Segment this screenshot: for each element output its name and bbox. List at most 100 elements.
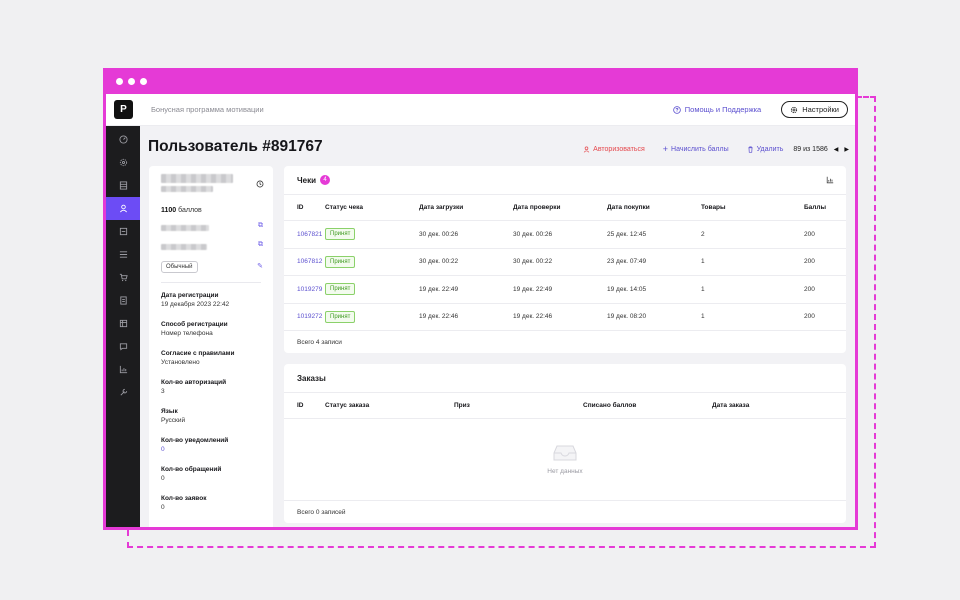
- notifications-count-link[interactable]: 0: [161, 446, 165, 453]
- sidebar-item-users[interactable]: [106, 197, 140, 220]
- table-cell: 200: [804, 275, 846, 304]
- field-label: Кол-во уведомлений: [161, 437, 229, 444]
- page-actions: Авторизоваться + Начислить баллы Удалить…: [565, 144, 849, 154]
- copy-icon[interactable]: ⧉: [258, 241, 263, 248]
- status-cell: Принят: [325, 275, 419, 304]
- chat-icon: [119, 343, 127, 351]
- column-header[interactable]: Дата покупки: [607, 194, 701, 221]
- list-icon: [119, 251, 127, 258]
- sidebar-item-database[interactable]: [106, 174, 140, 197]
- table-cell: 19 дек. 08:20: [607, 303, 701, 331]
- column-header[interactable]: Статус чека: [325, 194, 419, 221]
- user-subtitle-redacted: [161, 186, 213, 192]
- history-icon[interactable]: [256, 180, 264, 188]
- chart-icon: [119, 365, 127, 374]
- settings-button[interactable]: Настройки: [781, 101, 848, 118]
- column-header[interactable]: Списано баллов: [583, 392, 712, 419]
- delete-button[interactable]: Удалить: [747, 145, 784, 153]
- sidebar-item-dashboard[interactable]: [106, 128, 140, 151]
- status-badge: Принят: [325, 255, 356, 268]
- table-row[interactable]: 1067812 Принят 30 дек. 00:22 30 дек. 00:…: [284, 248, 846, 276]
- sidebar-item-stats[interactable]: [106, 358, 140, 381]
- column-header[interactable]: Дата проверки: [513, 194, 607, 221]
- gear-icon: [791, 106, 798, 113]
- trash-icon: [748, 146, 753, 153]
- sidebar-item-cart[interactable]: [106, 266, 140, 289]
- table-cell: 19 дек. 22:46: [419, 303, 513, 331]
- receipt-id-link[interactable]: 1067812: [284, 248, 325, 276]
- edit-icon[interactable]: ✎: [257, 263, 263, 270]
- status-badge: Принят: [325, 228, 356, 241]
- login-as-user-button[interactable]: Авторизоваться: [583, 146, 645, 153]
- decorative-dashed-edge: [127, 530, 129, 548]
- email-redacted: [161, 244, 207, 250]
- copy-icon[interactable]: ⧉: [258, 222, 263, 229]
- next-arrow-icon[interactable]: ▶: [844, 146, 849, 153]
- column-header[interactable]: ID: [284, 194, 325, 221]
- status-cell: Принят: [325, 248, 419, 276]
- table-row[interactable]: 1019279 Принят 19 дек. 22:49 19 дек. 22:…: [284, 275, 846, 304]
- table-row[interactable]: 1067821 Принят 30 дек. 00:26 30 дек. 00:…: [284, 220, 846, 249]
- database-icon: [119, 181, 127, 190]
- table-cell: 19 дек. 22:49: [513, 275, 607, 304]
- top-bar: P Бонусная программа мотивации Помощь и …: [106, 94, 855, 126]
- login-as-user-label: Авторизоваться: [593, 145, 645, 153]
- points-value: 1100: [161, 207, 177, 214]
- column-header[interactable]: Приз: [454, 392, 583, 419]
- empty-text: Нет данных: [547, 468, 583, 475]
- column-header[interactable]: Баллы: [804, 194, 846, 221]
- field-label: Способ регистрации: [161, 321, 228, 328]
- user-profile-card: 1100 баллов ⧉ ⧉ Обычный ✎ Дата регистрац…: [149, 166, 273, 527]
- plus-icon: +: [662, 144, 669, 154]
- sidebar-item-forms[interactable]: [106, 220, 140, 243]
- add-points-button[interactable]: + Начислить баллы: [663, 144, 729, 154]
- table-cell: 30 дек. 00:26: [513, 220, 607, 249]
- app-logo[interactable]: P: [114, 100, 133, 119]
- table-cell: 19 дек. 22:49: [419, 275, 513, 304]
- chart-icon[interactable]: [826, 176, 834, 184]
- orders-table: ID Статус заказа Приз Списано баллов Дат…: [284, 392, 846, 419]
- field-value: Русский: [161, 417, 186, 424]
- sidebar-item-chat[interactable]: [106, 335, 140, 358]
- table-cell: 30 дек. 00:26: [419, 220, 513, 249]
- sidebar-item-table[interactable]: [106, 312, 140, 335]
- profile-fields: Дата регистрации 19 декабря 2023 22:42 С…: [161, 292, 234, 524]
- dashboard-icon: [118, 135, 128, 144]
- field-label: Язык: [161, 408, 178, 415]
- sidebar-item-list[interactable]: [106, 243, 140, 266]
- sidebar-item-receipts[interactable]: [106, 289, 140, 312]
- form-icon: [119, 227, 127, 236]
- main-content: Пользователь #891767 Авторизоваться + На…: [140, 126, 855, 527]
- sidebar-item-settings[interactable]: [106, 151, 140, 174]
- user-icon: [583, 146, 590, 153]
- help-link[interactable]: Помощь и Поддержка: [673, 105, 761, 114]
- delete-label: Удалить: [756, 145, 784, 153]
- column-header[interactable]: Дата загрузки: [419, 194, 513, 221]
- column-header[interactable]: ID: [284, 392, 325, 419]
- column-header[interactable]: Товары: [701, 194, 804, 221]
- user-icon: [119, 204, 127, 213]
- app-root: P Бонусная программа мотивации Помощь и …: [106, 94, 855, 527]
- orders-header: Заказы: [284, 364, 846, 392]
- field-value: Установлено: [161, 359, 200, 366]
- table-cell: 1: [701, 303, 804, 331]
- table-cell: 2: [701, 220, 804, 249]
- table-cell: 19 дек. 22:46: [513, 303, 607, 331]
- column-header[interactable]: Дата заказа: [712, 392, 846, 419]
- table-row[interactable]: 1019272 Принят 19 дек. 22:46 19 дек. 22:…: [284, 303, 846, 331]
- receipt-id-link[interactable]: 1019279: [284, 275, 325, 304]
- field-label: Кол-во заявок: [161, 495, 207, 502]
- column-header[interactable]: Статус заказа: [325, 392, 454, 419]
- window-dot: [140, 77, 147, 85]
- prev-arrow-icon[interactable]: ◀: [833, 146, 839, 153]
- sidebar-item-tools[interactable]: [106, 381, 140, 404]
- receipts-title: Чеки: [297, 175, 316, 185]
- decorative-dashed-edge: [856, 96, 876, 98]
- receipts-table: ID Статус чека Дата загрузки Дата провер…: [284, 194, 846, 331]
- status-cell: Принят: [325, 303, 419, 331]
- receipt-id-link[interactable]: 1019272: [284, 303, 325, 331]
- receipt-id-link[interactable]: 1067821: [284, 220, 325, 249]
- cart-icon: [119, 273, 128, 282]
- field-value: 0: [161, 475, 165, 482]
- receipts-footer: Всего 4 записи: [297, 338, 342, 346]
